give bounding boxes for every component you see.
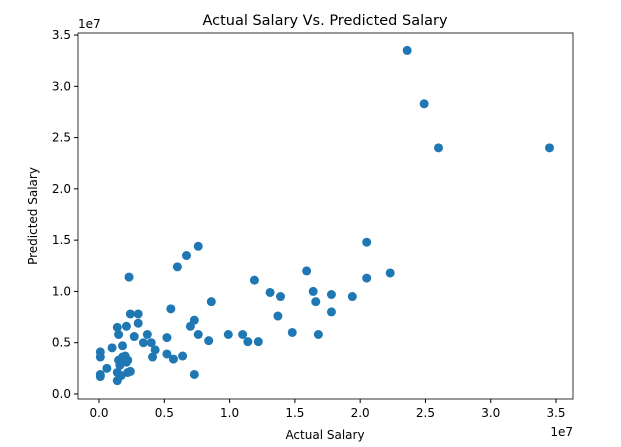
point: [114, 329, 124, 339]
y-tick-label: 3.5: [52, 28, 71, 42]
point: [402, 45, 412, 55]
point: [148, 352, 158, 362]
chart-title: Actual Salary Vs. Predicted Salary: [202, 13, 448, 29]
y-tick-label: 0.0: [52, 387, 71, 401]
point: [116, 371, 126, 381]
point: [265, 287, 275, 297]
point: [142, 329, 152, 339]
point: [107, 343, 117, 353]
point: [178, 351, 188, 361]
point: [138, 338, 148, 348]
point: [168, 354, 178, 364]
point: [95, 372, 105, 382]
point: [204, 336, 214, 346]
point: [118, 341, 128, 351]
point: [362, 237, 372, 247]
point: [133, 318, 143, 328]
point: [115, 360, 125, 370]
x-tick-label: 0.0: [89, 406, 108, 420]
y-offset-label: 1e7: [78, 17, 101, 31]
x-tick-label: 3.0: [481, 406, 500, 420]
x-offset-label: 1e7: [550, 425, 573, 439]
x-tick-label: 1.5: [285, 406, 304, 420]
point: [133, 309, 143, 319]
y-axis-label: Predicted Salary: [26, 167, 40, 265]
y-tick-label: 1.0: [52, 284, 71, 298]
x-tick-label: 3.5: [546, 406, 565, 420]
point: [206, 297, 216, 307]
y-tick-label: 3.0: [52, 79, 71, 93]
point: [172, 262, 182, 272]
point: [276, 292, 286, 302]
point: [302, 266, 312, 276]
y-tick-label: 1.5: [52, 233, 71, 247]
point: [193, 329, 203, 339]
x-tick-label: 2.5: [416, 406, 435, 420]
point: [287, 327, 297, 337]
point: [124, 272, 134, 282]
point: [385, 268, 395, 278]
y-tick-label: 2.5: [52, 131, 71, 145]
point: [238, 329, 248, 339]
point: [434, 143, 444, 153]
plot-frame: [77, 32, 574, 400]
point: [129, 332, 139, 342]
point: [102, 363, 112, 373]
point: [95, 352, 105, 362]
point: [150, 345, 160, 355]
point: [112, 322, 122, 332]
point: [166, 304, 176, 314]
point: [313, 329, 323, 339]
point: [193, 241, 203, 251]
x-tick-label: 0.5: [155, 406, 174, 420]
point: [326, 290, 336, 300]
y-tick-label: 2.0: [52, 182, 71, 196]
point: [308, 286, 318, 296]
point: [125, 366, 135, 376]
point: [326, 307, 336, 317]
x-tick-label: 1.0: [220, 406, 239, 420]
point: [253, 337, 263, 347]
point: [419, 99, 429, 109]
y-tick-label: 0.5: [52, 336, 71, 350]
point: [125, 309, 135, 319]
point: [189, 369, 199, 379]
point: [249, 275, 259, 285]
point: [185, 321, 195, 331]
point: [121, 321, 131, 331]
x-tick-label: 2.0: [351, 406, 370, 420]
point: [146, 338, 156, 348]
point: [544, 143, 554, 153]
point: [223, 329, 233, 339]
point: [311, 297, 321, 307]
point: [162, 349, 172, 359]
point: [162, 333, 172, 343]
point: [182, 251, 192, 261]
point: [273, 311, 283, 321]
x-axis-label: Actual Salary: [285, 428, 364, 442]
point: [243, 337, 253, 347]
point: [347, 292, 357, 302]
point: [123, 355, 133, 365]
point: [362, 273, 372, 283]
